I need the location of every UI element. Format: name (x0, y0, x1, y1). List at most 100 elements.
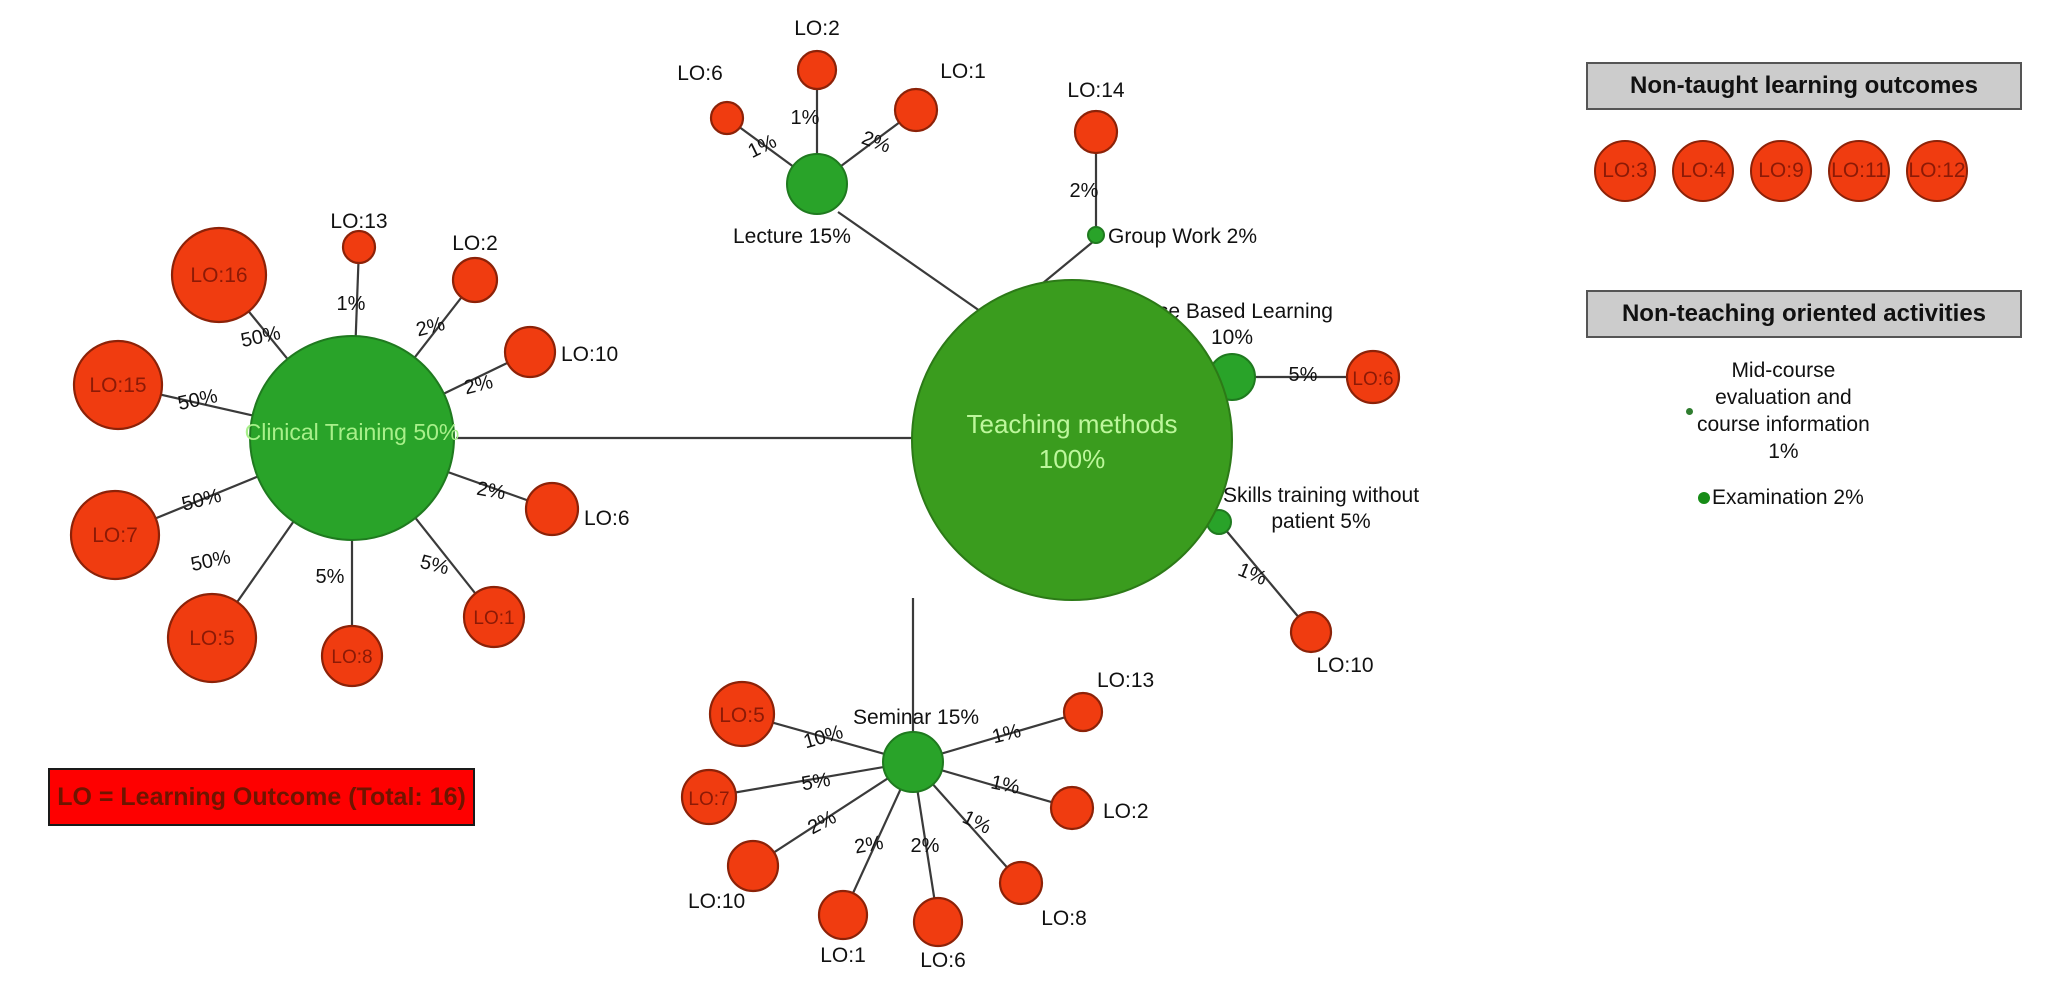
chip-lo12[interactable]: LO:12 (1906, 140, 1968, 202)
pct-clinical-lo5: 50% (189, 546, 233, 576)
edge-seminar-lo10 (752, 761, 914, 867)
label-clinical-lo15: LO:15 (89, 374, 146, 397)
node-seminar-lo1[interactable] (817, 889, 869, 941)
node-groupwork-lo14[interactable] (1073, 109, 1119, 155)
edge-seminar-lo7 (708, 760, 914, 799)
pct-clinical-lo6: 2% (475, 478, 508, 505)
label-seminar-lo8: LO:8 (1041, 907, 1087, 930)
mid-course-dot-icon (1686, 408, 1693, 416)
teaching-methods-line2: 100% (1039, 444, 1106, 474)
node-lecture-lo6[interactable] (709, 100, 745, 136)
mid-course-line2: evaluation and (1715, 385, 1852, 409)
node-clinical-lo1[interactable] (462, 585, 526, 649)
pct-seminar-lo13: 1% (990, 720, 1024, 748)
node-clinical-lo6[interactable] (524, 481, 580, 537)
label-lecture-lo2: LO:2 (794, 17, 840, 40)
label-skills-training-l1: Skills training without (1223, 484, 1419, 507)
pct-lecture-lo2: 1% (791, 107, 820, 129)
cluster-skills-training: Skills training without patient 5% LO:10… (1206, 484, 1419, 677)
node-lecture-lo1[interactable] (893, 87, 939, 133)
label-clinical-lo8: LO:8 (331, 647, 372, 668)
node-seminar-lo13[interactable] (1062, 691, 1104, 733)
node-seminar-lo6[interactable] (912, 896, 964, 948)
cluster-clinical-training: Clinical Training 50% LO:16 LO:15 LO:7 L… (69, 210, 630, 688)
teaching-methods-line1: Teaching methods (966, 409, 1177, 439)
edge-skills-lo10 (1218, 521, 1312, 633)
node-seminar-lo8[interactable] (998, 860, 1044, 906)
label-groupwork-lo14: LO:14 (1067, 79, 1125, 102)
label-group-work: Group Work 2% (1108, 225, 1257, 248)
chip-lo3[interactable]: LO:3 (1594, 140, 1656, 202)
node-casebased-lo6[interactable] (1345, 349, 1401, 405)
node-clinical-lo2[interactable] (451, 256, 499, 304)
node-clinical-training[interactable] (249, 335, 455, 541)
label-clinical-lo6: LO:6 (584, 507, 630, 530)
node-seminar-lo5[interactable] (708, 680, 776, 748)
node-seminar[interactable] (882, 731, 944, 793)
label-seminar-lo10: LO:10 (688, 890, 745, 913)
chip-lo11[interactable]: LO:11 (1828, 140, 1890, 202)
label-clinical-lo5: LO:5 (189, 627, 235, 650)
node-lecture[interactable] (786, 153, 848, 215)
cluster-group-work: Group Work 2% LO:14 2% (1067, 79, 1257, 248)
learning-outcome-legend: LO = Learning Outcome (Total: 16) (48, 768, 475, 826)
node-clinical-lo13[interactable] (341, 229, 377, 265)
label-lecture-lo1: LO:1 (940, 60, 986, 83)
pct-clinical-lo15: 50% (176, 385, 220, 415)
node-group-work[interactable] (1087, 226, 1105, 244)
cluster-seminar: Seminar 15% LO:5 LO:7 LO:10 LO:1 LO:6 LO… (680, 669, 1154, 972)
pct-seminar-lo1: 2% (853, 832, 886, 859)
label-seminar-lo13: LO:13 (1097, 669, 1154, 692)
non-taught-chip-list: LO:3 LO:4 LO:9 LO:11 LO:12 (1594, 140, 2014, 202)
examination-dot-icon (1698, 492, 1710, 504)
activity-mid-course-evaluation[interactable]: Mid-course evaluation and course informa… (1686, 358, 1870, 466)
label-seminar: Seminar 15% (853, 706, 979, 729)
activity-examination[interactable]: Examination 2% (1698, 486, 1864, 510)
edge-root-groupwork (1042, 235, 1101, 284)
pct-clinical-lo8: 5% (316, 566, 345, 588)
pct-clinical-lo16: 50% (239, 322, 283, 352)
node-clinical-lo8[interactable] (320, 624, 384, 688)
pct-clinical-lo13: 1% (337, 293, 366, 315)
label-seminar-lo2: LO:2 (1103, 800, 1149, 823)
label-seminar-lo5: LO:5 (719, 704, 765, 727)
label-case-based-learning-l2: 10% (1211, 326, 1253, 349)
mid-course-line4: 1% (1768, 439, 1799, 463)
node-teaching-methods[interactable] (911, 279, 1233, 601)
pct-seminar-lo6: 2% (911, 835, 940, 857)
node-clinical-lo10[interactable] (503, 325, 557, 379)
node-lecture-lo2[interactable] (796, 49, 838, 91)
pct-clinical-lo7: 50% (179, 485, 223, 516)
chip-lo9[interactable]: LO:9 (1750, 140, 1812, 202)
node-seminar-lo10[interactable] (726, 839, 780, 893)
pct-clinical-lo10: 2% (462, 371, 496, 399)
pct-seminar-lo10: 2% (804, 806, 840, 839)
edge-root-lecture (837, 211, 991, 319)
mid-course-line1: Mid-course (1731, 359, 1836, 382)
node-clinical-lo15[interactable] (72, 339, 164, 431)
label-clinical-lo16: LO:16 (190, 264, 247, 287)
node-clinical-lo5[interactable] (166, 592, 258, 684)
chip-lo4[interactable]: LO:4 (1672, 140, 1734, 202)
cluster-lecture: Lecture 15% LO:6 LO:2 LO:1 1% 1% 2% (677, 17, 986, 248)
mid-course-line3: course information (1697, 412, 1870, 436)
node-clinical-lo16[interactable] (170, 226, 268, 324)
label-skills-lo10: LO:10 (1316, 654, 1373, 677)
pct-clinical-lo2: 2% (414, 313, 448, 341)
node-seminar-lo7[interactable] (680, 768, 738, 826)
examination-label: Examination 2% (1712, 486, 1864, 509)
pct-groupwork-lo14: 2% (1070, 180, 1099, 202)
pct-casebased-lo6: 5% (1289, 364, 1318, 386)
pct-skills-lo10: 1% (1235, 559, 1270, 590)
node-clinical-lo7[interactable] (69, 489, 161, 581)
label-case-based-learning-l1: Case Based Learning (1131, 300, 1333, 323)
label-clinical-lo2: LO:2 (452, 232, 498, 255)
pct-seminar-lo5: 10% (801, 721, 846, 753)
node-seminar-lo2[interactable] (1049, 785, 1095, 831)
label-lecture-lo6: LO:6 (677, 62, 723, 85)
clinical-training-label: Clinical Training 50% (245, 419, 460, 445)
node-skills-lo10[interactable] (1289, 610, 1333, 654)
label-seminar-lo7: LO:7 (688, 789, 729, 810)
